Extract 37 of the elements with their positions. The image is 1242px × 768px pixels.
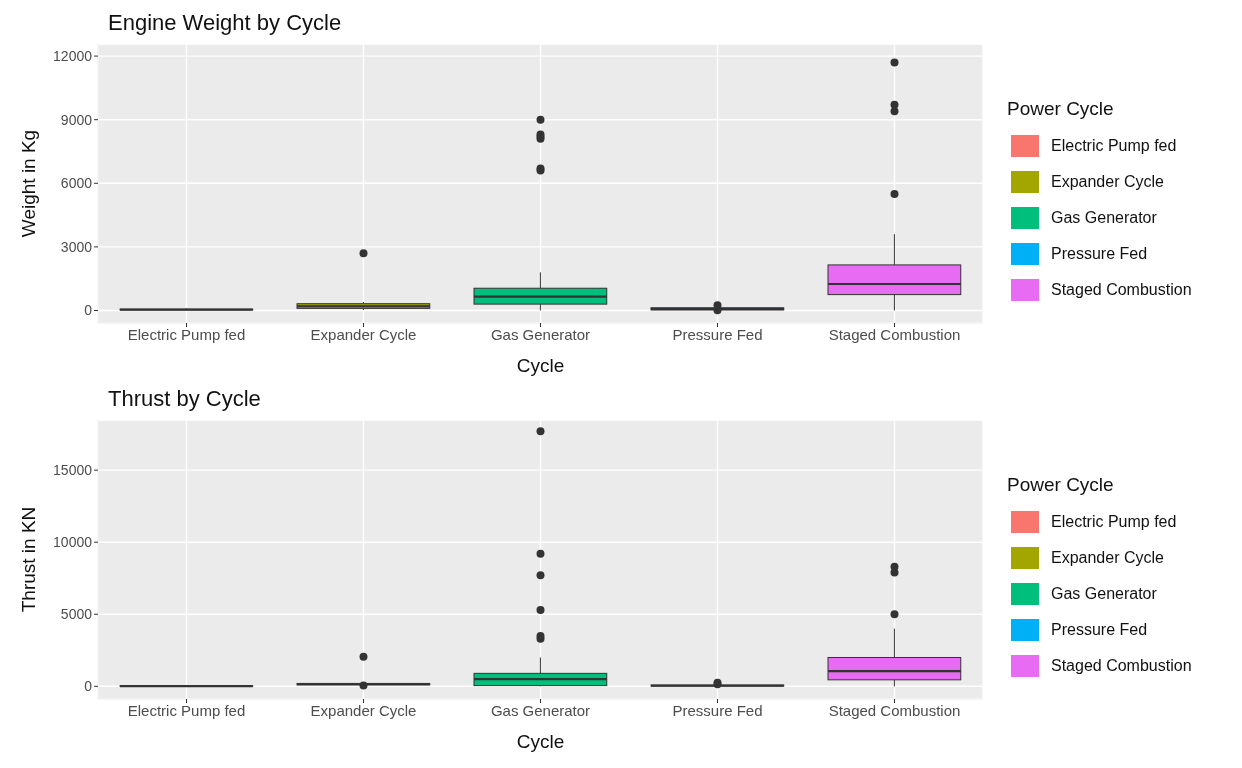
x-tick-label: Expander Cycle bbox=[310, 325, 417, 343]
y-tick-label: 0 bbox=[84, 678, 93, 695]
legend-label: Pressure Fed bbox=[1051, 621, 1148, 639]
x-tick-label: Gas Generator bbox=[490, 325, 591, 343]
x-tick-label: Gas Generator bbox=[490, 701, 591, 719]
y-axis-title: Weight in Kg bbox=[17, 129, 39, 238]
y-tick-label: 5000 bbox=[60, 606, 93, 623]
x-tick-label: Electric Pump fed bbox=[127, 701, 246, 719]
y-tick-label: 15000 bbox=[53, 462, 93, 479]
x-tick-label: Staged Combustion bbox=[828, 325, 961, 343]
legend-label: Expander Cycle bbox=[1051, 549, 1164, 567]
legend-label: Gas Generator bbox=[1051, 585, 1157, 603]
y-tick-label: 3000 bbox=[60, 238, 93, 255]
x-tick-label: Staged Combustion bbox=[828, 701, 961, 719]
legend-title: Power Cycle bbox=[1007, 98, 1115, 120]
x-tick-label: Electric Pump fed bbox=[127, 325, 246, 343]
y-tick-label: 6000 bbox=[60, 175, 93, 192]
x-axis-title: Cycle bbox=[516, 731, 565, 753]
y-axis-title: Thrust in KN bbox=[17, 506, 39, 613]
y-tick-label: 10000 bbox=[53, 534, 93, 551]
x-tick-label: Expander Cycle bbox=[310, 701, 417, 719]
legend-label: Staged Combustion bbox=[1051, 657, 1192, 675]
y-tick-label: 0 bbox=[84, 302, 93, 319]
legend-label: Electric Pump fed bbox=[1051, 137, 1177, 155]
legend-title: Power Cycle bbox=[1007, 474, 1115, 496]
legend-label: Pressure Fed bbox=[1051, 245, 1148, 263]
chart-title: Engine Weight by Cycle bbox=[108, 9, 343, 37]
legend-label: Staged Combustion bbox=[1051, 281, 1192, 299]
legend-label: Electric Pump fed bbox=[1051, 513, 1177, 531]
y-tick-label: 9000 bbox=[60, 111, 93, 128]
y-tick-label: 12000 bbox=[53, 48, 93, 65]
x-tick-label: Pressure Fed bbox=[672, 701, 763, 719]
x-axis-title: Cycle bbox=[516, 355, 565, 377]
chart-title: Thrust by Cycle bbox=[108, 385, 262, 413]
x-tick-label: Pressure Fed bbox=[672, 325, 763, 343]
legend-label: Gas Generator bbox=[1051, 209, 1157, 227]
legend-label: Expander Cycle bbox=[1051, 173, 1164, 191]
